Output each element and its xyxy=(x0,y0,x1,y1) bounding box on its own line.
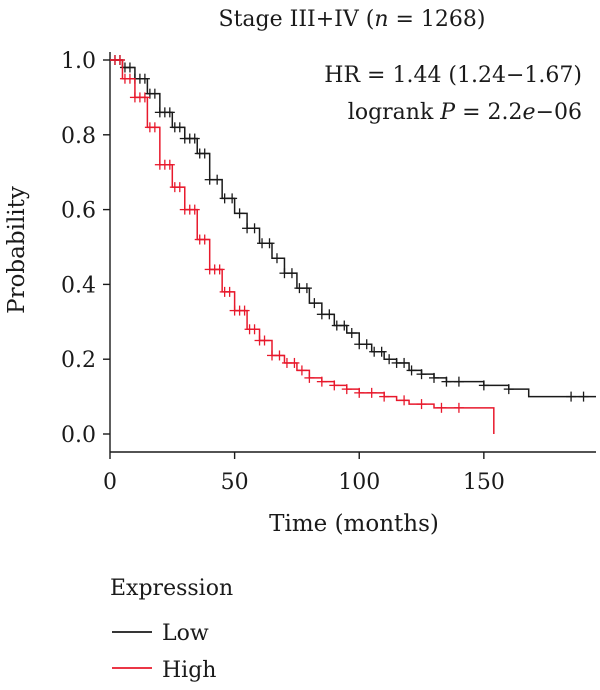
title-prefix: Stage III+IV ( xyxy=(219,7,375,32)
censor-mark-low xyxy=(503,384,514,395)
legend: Expression Low High xyxy=(110,576,233,683)
censor-mark-low xyxy=(199,148,210,159)
censor-mark-high xyxy=(316,376,327,387)
x-tick-label: 100 xyxy=(338,470,380,495)
censor-mark-low xyxy=(566,391,577,402)
censor-mark-low xyxy=(124,62,135,73)
title-suffix: = 1268) xyxy=(388,7,485,32)
censor-mark-low xyxy=(249,223,260,234)
y-ticks: 0.0 0.2 0.4 0.6 0.8 1.0 xyxy=(61,49,110,448)
censor-mark-high xyxy=(199,234,210,245)
censor-mark-high xyxy=(224,286,235,297)
censor-mark-low xyxy=(441,376,452,387)
logrank-p: P xyxy=(439,100,456,125)
legend-label-low: Low xyxy=(162,621,209,646)
legend-title: Expression xyxy=(110,576,233,601)
censor-mark-low xyxy=(212,174,223,185)
censor-mark-high xyxy=(436,402,447,413)
logrank-suffix: −06 xyxy=(536,100,582,125)
censor-mark-low xyxy=(384,354,395,365)
censor-mark-high xyxy=(149,122,160,133)
y-tick-label: 0.0 xyxy=(61,423,96,448)
series-layer xyxy=(109,55,596,434)
censor-mark-low xyxy=(189,133,200,144)
censor-mark-high xyxy=(214,264,225,275)
censor-mark-low xyxy=(376,346,387,357)
censor-mark-low xyxy=(271,253,282,264)
censor-mark-high xyxy=(341,384,352,395)
censor-mark-high xyxy=(114,55,125,65)
censor-mark-high xyxy=(174,182,185,193)
censor-mark-low xyxy=(227,193,238,204)
x-ticks: 0 50 100 150 xyxy=(103,452,505,495)
logrank-annotation: logrank P = 2.2e−06 xyxy=(348,100,582,125)
x-tick-label: 0 xyxy=(103,470,117,495)
censor-mark-high xyxy=(416,399,427,410)
y-axis-label: Probability xyxy=(4,186,30,314)
censor-mark-high xyxy=(304,372,315,383)
censor-mark-high xyxy=(399,395,410,406)
censor-mark-high xyxy=(124,73,135,84)
y-tick-label: 0.2 xyxy=(61,348,96,373)
censor-mark-low xyxy=(339,320,350,331)
x-tick-label: 50 xyxy=(221,470,249,495)
censor-mark-high xyxy=(379,391,390,402)
censor-mark-low xyxy=(164,107,175,118)
censor-mark-low xyxy=(286,268,297,279)
censor-mark-low xyxy=(234,208,245,219)
censor-mark-low xyxy=(453,376,464,387)
censor-mark-high xyxy=(139,92,150,103)
censor-mark-low xyxy=(478,380,489,391)
censor-mark-high xyxy=(164,159,175,170)
censor-mark-low xyxy=(406,365,417,376)
censor-mark-high xyxy=(274,350,285,361)
censor-mark-high xyxy=(354,387,365,398)
censor-mark-low xyxy=(264,238,275,249)
legend-label-high: High xyxy=(162,658,216,683)
logrank-prefix: logrank xyxy=(348,100,441,125)
logrank-mid: = 2.2 xyxy=(455,100,522,125)
censor-mark-low xyxy=(139,73,150,84)
hr-annotation: HR = 1.44 (1.24−1.67) xyxy=(324,63,582,88)
censor-mark-low xyxy=(324,309,335,320)
y-tick-label: 1.0 xyxy=(61,49,96,74)
censor-mark-low xyxy=(346,328,357,339)
censor-mark-low xyxy=(361,339,372,350)
censor-mark-low xyxy=(309,298,320,309)
logrank-e: e xyxy=(523,100,536,125)
censor-mark-high xyxy=(296,365,307,376)
censor-mark-high xyxy=(239,305,250,316)
censor-mark-low xyxy=(399,357,410,368)
censor-mark-high xyxy=(249,324,260,335)
censor-mark-high xyxy=(289,357,300,368)
x-axis-label: Time (months) xyxy=(269,511,439,537)
censor-mark-low xyxy=(301,283,312,294)
censor-mark-high xyxy=(189,204,200,215)
title-n: n xyxy=(374,7,388,32)
y-tick-label: 0.6 xyxy=(61,199,96,224)
y-tick-label: 0.4 xyxy=(61,273,96,298)
censor-mark-low xyxy=(174,122,185,133)
censor-mark-low xyxy=(149,88,160,99)
censor-mark-high xyxy=(453,402,464,413)
censor-mark-low xyxy=(416,369,427,380)
y-tick-label: 0.8 xyxy=(61,124,96,149)
censor-mark-high xyxy=(366,387,377,398)
censor-mark-low xyxy=(578,391,589,402)
x-tick-label: 150 xyxy=(463,470,505,495)
censor-mark-low xyxy=(429,372,439,383)
censor-mark-high xyxy=(259,335,270,346)
chart-title: Stage III+IV (n = 1268) xyxy=(219,7,486,32)
censor-mark-high xyxy=(329,380,340,391)
